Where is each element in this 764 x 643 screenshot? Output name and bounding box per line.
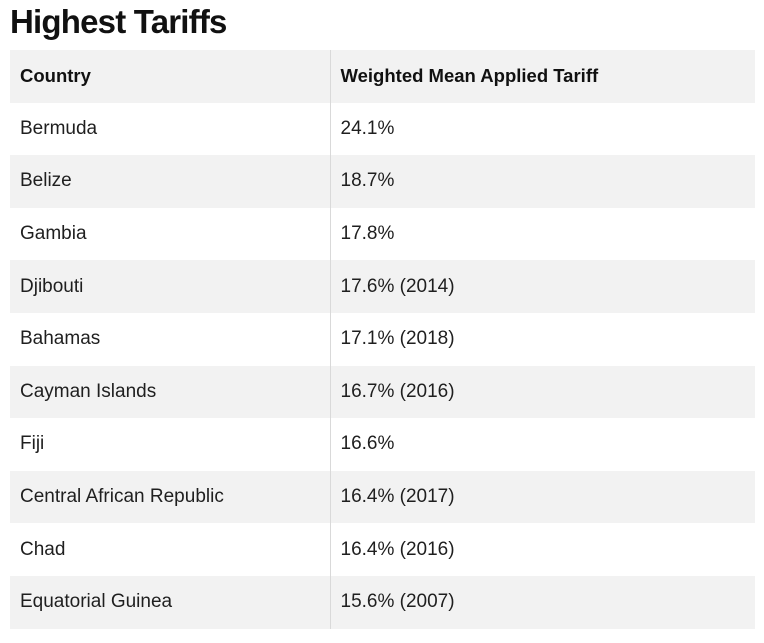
country-cell: Bermuda <box>10 102 331 156</box>
column-header-tariff: Weighted Mean Applied Tariff <box>340 65 599 87</box>
tariff-cell: 16.4% (2016) <box>340 538 455 560</box>
country-cell: Djibouti <box>10 260 331 313</box>
tariff-cell: 16.4% (2017) <box>340 486 455 508</box>
tariff-cell: 15.6% (2007) <box>340 591 455 613</box>
country-cell: Equatorial Guinea <box>10 575 331 629</box>
country-cell: Belize <box>10 155 331 208</box>
country-cell: Fiji <box>10 418 331 471</box>
tariff-cell: 17.1% (2018) <box>340 328 455 350</box>
table-header-row: Country Weighted Mean Applied Tariff <box>10 50 755 103</box>
country-cell: Cayman Islands <box>10 365 331 419</box>
tariff-table: Country Weighted Mean Applied Tariff Ber… <box>10 50 755 629</box>
tariff-table-container: Country Weighted Mean Applied Tariff Ber… <box>10 50 755 629</box>
table-row: Equatorial Guinea 15.6% (2007) <box>10 575 755 629</box>
country-cell: Chad <box>10 523 331 576</box>
tariff-cell: 16.6% <box>340 433 395 455</box>
tariff-cell: 24.1% <box>340 117 395 139</box>
table-row: Gambia 17.8% <box>10 207 755 261</box>
table-row: Cayman Islands 16.7% (2016) <box>10 365 755 419</box>
country-cell: Bahamas <box>10 312 331 366</box>
tariff-cell: 18.7% <box>340 170 395 192</box>
table-row: Bahamas 17.1% (2018) <box>10 312 755 366</box>
country-cell: Gambia <box>10 207 331 261</box>
table-row: Central African Republic 16.4% (2017) <box>10 470 755 524</box>
page-title: Highest Tariffs <box>10 3 227 40</box>
country-cell: Central African Republic <box>10 470 331 524</box>
tariff-cell: 17.8% <box>340 223 395 245</box>
table-row: Chad 16.4% (2016) <box>10 523 755 576</box>
table-row: Belize 18.7% <box>10 155 755 208</box>
column-header-country: Country <box>10 50 331 103</box>
tariff-cell: 16.7% (2016) <box>340 380 455 402</box>
table-row: Bermuda 24.1% <box>10 102 755 156</box>
table-row: Djibouti 17.6% (2014) <box>10 260 755 313</box>
tariff-cell: 17.6% (2014) <box>340 275 455 297</box>
table-row: Fiji 16.6% <box>10 418 755 471</box>
